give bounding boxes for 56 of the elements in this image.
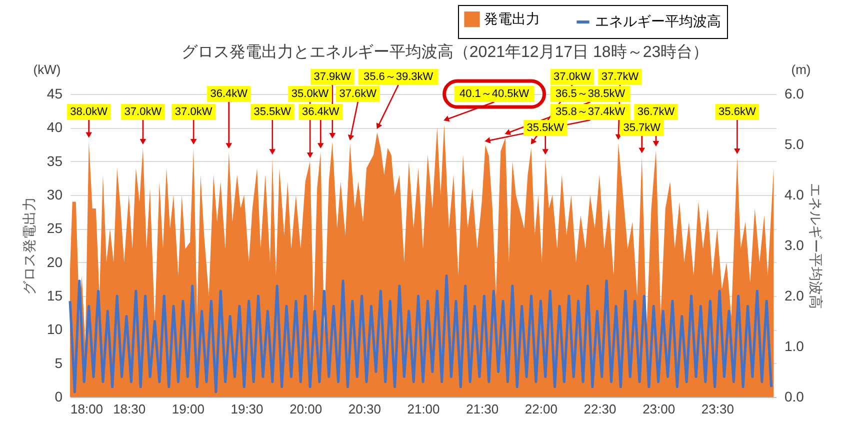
x-tick-label: 22:00	[524, 402, 558, 416]
y-tick-label: 40	[46, 119, 63, 136]
x-tick-label: 19:00	[172, 402, 204, 416]
y2-tick-label: 2.0	[784, 288, 804, 304]
y-tick-label: 0	[54, 388, 63, 404]
annotation: 35.6～39.3kW	[363, 71, 434, 83]
x-tick-label: 19:30	[230, 402, 264, 416]
annotation: 37.0kW	[554, 71, 592, 83]
y-tick-label: 10	[46, 321, 63, 338]
y2-tick-label: 5.0	[784, 136, 804, 152]
annotation: 36.7kW	[637, 106, 676, 118]
y2-tick-label: 4.0	[784, 186, 804, 202]
y-tick-label: 25	[46, 220, 63, 236]
annotation: 35.8～37.4kW	[555, 106, 626, 118]
x-tick-label: 20:00	[290, 402, 322, 416]
annotation: 35.5kW	[254, 106, 292, 118]
annotation: 35.0kW	[291, 88, 330, 100]
y2-axis-title: エネルギー平均波高	[808, 183, 824, 309]
y-tick-label: 45	[46, 86, 63, 102]
annotation: 35.6kW	[718, 106, 756, 118]
annotation: 37.6kW	[339, 88, 378, 100]
text: (kW)	[33, 62, 61, 77]
x-tick-label: 23:00	[642, 402, 676, 416]
annotation: 36.5～38.5kW	[555, 88, 626, 100]
text: (m)	[791, 62, 811, 77]
y-axis-title: グロス発電出力	[20, 197, 37, 295]
x-tick-label: 23:30	[701, 402, 734, 416]
annotation: 37.0kW	[174, 106, 213, 118]
y2-tick-label: 6.0	[784, 86, 804, 102]
annotation: 40.1～40.5kW	[459, 88, 530, 100]
y-tick-label: 20	[46, 254, 63, 270]
y-tick-label: 15	[46, 288, 63, 304]
annotation: 35.7kW	[623, 122, 662, 134]
x-tick-label: 21:00	[407, 402, 440, 416]
x-tick-label: 18:30	[113, 402, 146, 416]
y-tick-label: 5	[54, 354, 63, 371]
annotation: 36.4kW	[210, 88, 248, 100]
line-series	[68, 274, 773, 394]
x-tick-label: 18:00	[70, 402, 104, 416]
chart-title: グロス発電出力とエネルギー平均波高（2021年12月17日 18時～23時台）	[181, 43, 709, 61]
legend-label: 発電出力	[484, 10, 540, 26]
legend-label: エネルギー平均波高	[595, 13, 721, 29]
y2-tick-label: 0.0	[784, 388, 804, 404]
annotation: 37.7kW	[601, 71, 640, 83]
y-tick-label: 30	[46, 186, 63, 202]
x-tick-label: 21:30	[466, 402, 499, 416]
y-tick-label: 35	[46, 152, 63, 169]
x-tick-label: 20:30	[348, 402, 381, 416]
y2-tick-label: 1.0	[784, 338, 804, 354]
annotation: 36.4kW	[302, 106, 340, 118]
y2-tick-label: 3.0	[784, 237, 804, 253]
x-tick-label: 22:30	[584, 402, 616, 416]
annotation: 38.0kW	[70, 106, 108, 118]
annotation: 35.5kW	[526, 122, 565, 134]
annotation: 37.0kW	[124, 106, 162, 118]
annotation: 37.9kW	[314, 71, 352, 83]
